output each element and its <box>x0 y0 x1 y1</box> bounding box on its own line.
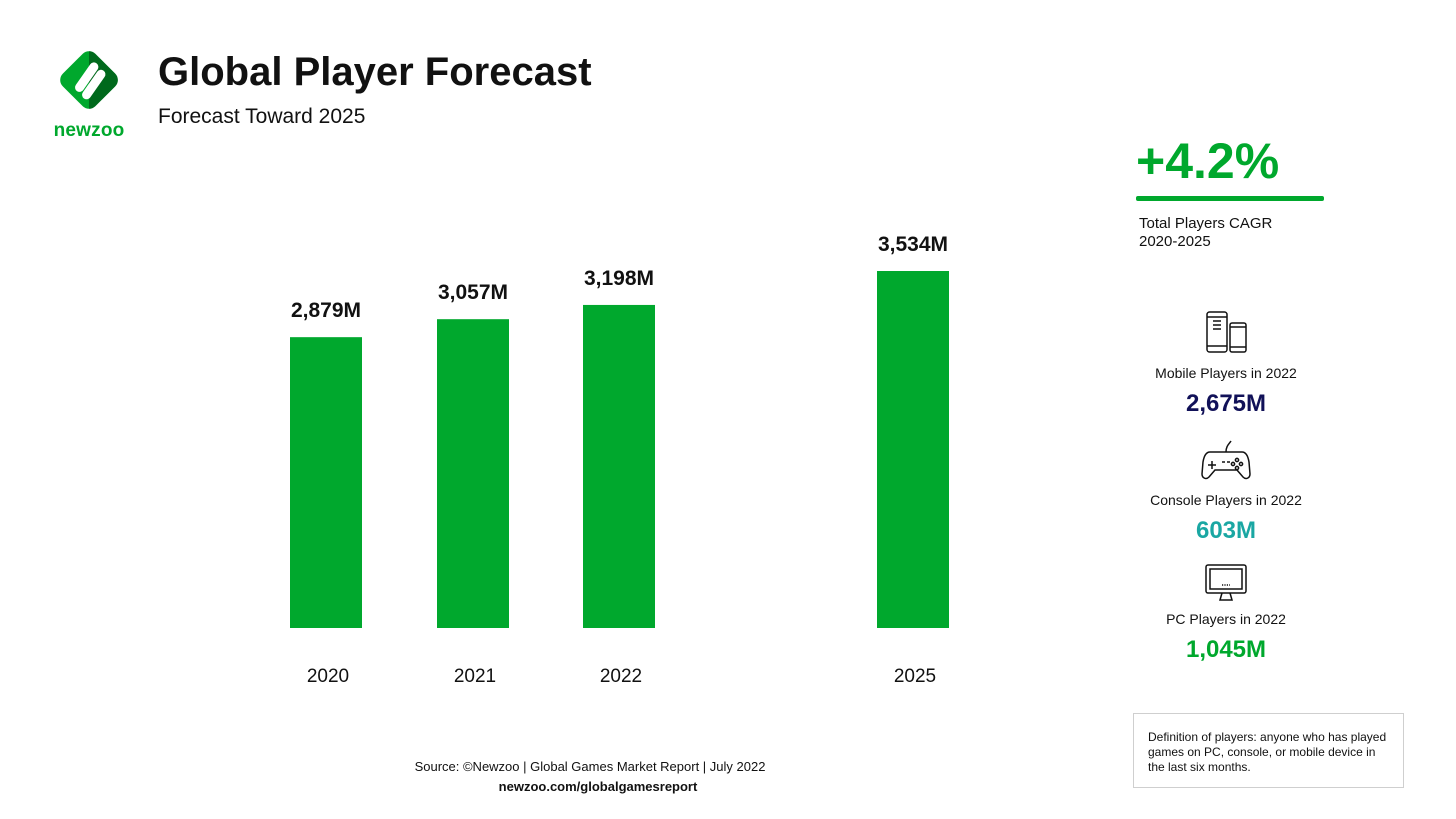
pc-monitor-icon <box>1205 564 1247 601</box>
cagr-label: Total Players CAGR 2020-2025 <box>1139 215 1339 251</box>
logo-wordmark: newzoo <box>53 120 125 141</box>
stat-pc-value: 1,045M <box>1185 636 1267 663</box>
source-note: Source: ©Newzoo | Global Games Market Re… <box>414 759 766 774</box>
x-tick-2021: 2021 <box>454 666 496 687</box>
bar-2025 <box>877 271 949 628</box>
x-tick-2025: 2025 <box>894 666 936 687</box>
stat-mobile-value: 2,675M <box>1185 390 1267 417</box>
definition-box: Definition of players: anyone who has pl… <box>1133 713 1404 788</box>
x-tick-2020: 2020 <box>307 666 349 687</box>
page-subtitle: Forecast Toward 2025 <box>158 105 366 128</box>
page-title: Global Player Forecast <box>158 50 592 94</box>
cagr-label-line2: 2020-2025 <box>1139 233 1211 250</box>
mobile-devices-icon <box>1206 311 1247 353</box>
source-link[interactable]: newzoo.com/globalgamesreport <box>498 779 698 794</box>
cagr-underline <box>1136 196 1324 201</box>
stat-mobile: Mobile Players in 2022 2,675M <box>1126 311 1326 418</box>
cagr-label-line1: Total Players CAGR <box>1139 215 1273 232</box>
stat-console-label: Console Players in 2022 <box>1150 492 1302 508</box>
cagr-value: +4.2% <box>1136 133 1280 189</box>
bar-2021 <box>437 319 509 628</box>
stat-pc-label: PC Players in 2022 <box>1166 611 1286 627</box>
data-label-2021: 3,057M <box>438 281 508 304</box>
stat-console-value: 603M <box>1195 517 1257 544</box>
data-label-2020: 2,879M <box>291 299 361 322</box>
newzoo-logo: newzoo <box>52 44 126 142</box>
bar-chart: 2,879M 2020 3,057M 2021 3,198M 2022 3,534M 2025 <box>290 233 949 687</box>
bar-2020 <box>290 337 362 628</box>
data-label-2022: 3,198M <box>584 267 654 290</box>
gamepad-icon <box>1201 440 1251 480</box>
x-tick-2022: 2022 <box>600 666 642 687</box>
newzoo-logo-icon <box>60 47 122 113</box>
stat-mobile-label: Mobile Players in 2022 <box>1155 365 1297 381</box>
bar-2022 <box>583 304 655 628</box>
stat-console: Console Players in 2022 603M <box>1126 438 1326 545</box>
data-label-2025: 3,534M <box>878 233 948 256</box>
stat-pc: PC Players in 2022 1,045M <box>1126 563 1326 664</box>
